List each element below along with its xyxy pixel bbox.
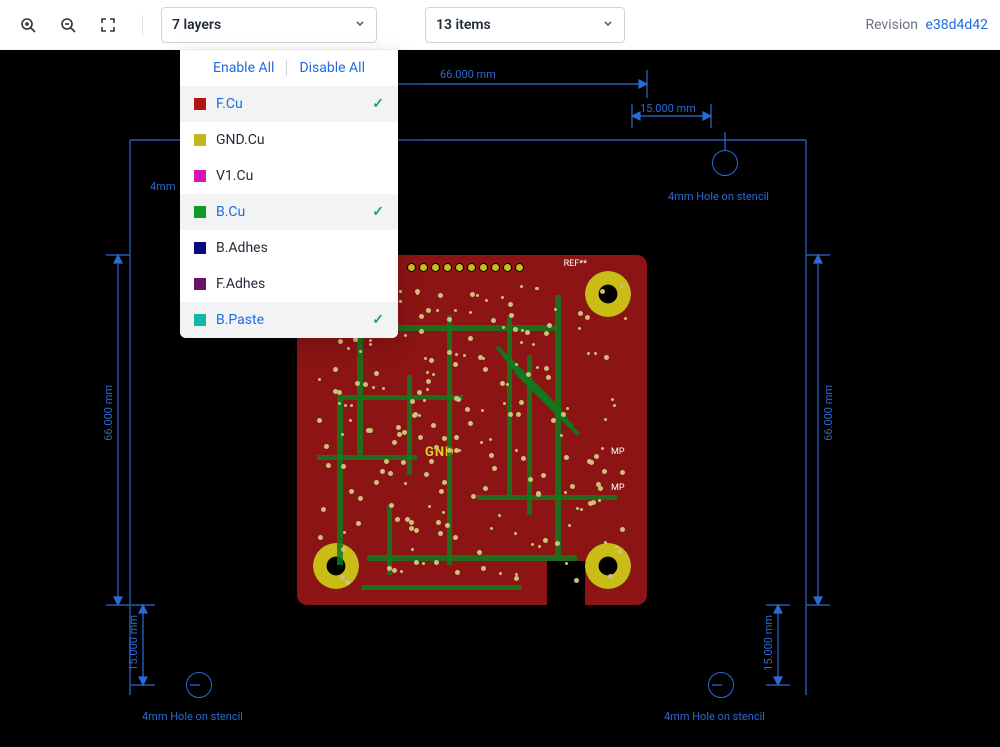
items-dropdown[interactable]: 13 items <box>425 7 625 43</box>
dim-bl: 15.000 mm <box>127 615 140 671</box>
hole-label-br: 4mm Hole on stencil <box>664 710 765 723</box>
layer-name: GND.Cu <box>216 132 265 148</box>
zoom-in-icon[interactable] <box>12 9 44 41</box>
layer-name: F.Cu <box>216 96 243 112</box>
header-pads <box>407 263 524 272</box>
dim-top-right: 15.000 mm <box>640 102 696 115</box>
layers-panel-actions: Enable All Disable All <box>180 50 398 86</box>
layers-panel: Enable All Disable All F.Cu ✓ GND.Cu V1.Cu B… <box>180 50 398 338</box>
usb-cutout <box>547 561 585 605</box>
layer-swatch <box>194 242 206 254</box>
layer-swatch <box>194 278 206 290</box>
mp-label: MP <box>611 483 625 493</box>
layers-dropdown-label: 7 layers <box>172 17 221 33</box>
dim-left: 66.000 mm <box>102 385 115 441</box>
layer-swatch <box>194 170 206 182</box>
layer-name: B.Paste <box>216 312 264 328</box>
dim-top: 66.000 mm <box>440 68 496 81</box>
mp-label: MP <box>611 447 625 457</box>
layer-swatch <box>194 314 206 326</box>
layer-name: B.Adhes <box>216 240 268 256</box>
layer-row-gnd-cu[interactable]: GND.Cu <box>180 122 398 158</box>
ref-des: REF** <box>564 259 587 269</box>
stencil-hole-bl <box>186 672 212 698</box>
mount-hole <box>585 543 631 589</box>
layer-row-b-cu[interactable]: B.Cu ✓ <box>180 194 398 230</box>
stencil-hole-br <box>708 672 734 698</box>
layer-swatch <box>194 206 206 218</box>
chevron-down-icon <box>354 17 366 33</box>
check-icon: ✓ <box>372 312 384 328</box>
mount-hole <box>585 271 631 317</box>
dim-left-small: 4mm <box>150 180 175 193</box>
disable-all-link[interactable]: Disable All <box>287 60 377 76</box>
layer-row-v1-cu[interactable]: V1.Cu <box>180 158 398 194</box>
pcb-canvas[interactable]: 66.000 mm 15.000 mm 4mm 66.000 mm 66.000… <box>0 50 1000 747</box>
mount-hole <box>313 543 359 589</box>
layer-swatch <box>194 98 206 110</box>
layer-swatch <box>194 134 206 146</box>
layer-name: B.Cu <box>216 204 245 220</box>
toolbar-divider <box>142 15 143 35</box>
revision-label: Revision e38d4d42 <box>865 17 988 33</box>
hole-label-bl: 4mm Hole on stencil <box>142 710 243 723</box>
dim-br: 15.000 mm <box>762 615 775 671</box>
chevron-down-icon <box>602 17 614 33</box>
layer-row-b-adhes[interactable]: B.Adhes <box>180 230 398 266</box>
revision-hash-link[interactable]: e38d4d42 <box>925 17 988 33</box>
enable-all-link[interactable]: Enable All <box>201 60 287 76</box>
zoom-out-icon[interactable] <box>52 9 84 41</box>
hole-label-tr: 4mm Hole on stencil <box>668 190 769 203</box>
toolbar: 7 layers 13 items Revision e38d4d42 <box>0 0 1000 50</box>
check-icon: ✓ <box>372 204 384 220</box>
layers-dropdown[interactable]: 7 layers <box>161 7 377 43</box>
stencil-hole-tr <box>712 150 738 176</box>
layer-name: V1.Cu <box>216 168 253 184</box>
items-dropdown-label: 13 items <box>436 17 491 33</box>
layer-name: F.Adhes <box>216 276 265 292</box>
layer-row-b-paste[interactable]: B.Paste ✓ <box>180 302 398 338</box>
check-icon: ✓ <box>372 96 384 112</box>
layer-row-f-cu[interactable]: F.Cu ✓ <box>180 86 398 122</box>
fullscreen-icon[interactable] <box>92 9 124 41</box>
layer-row-f-adhes[interactable]: F.Adhes <box>180 266 398 302</box>
dim-right: 66.000 mm <box>822 385 835 441</box>
